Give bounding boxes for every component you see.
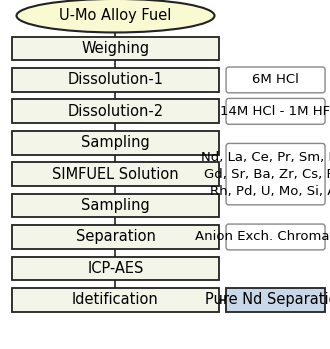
- FancyBboxPatch shape: [226, 98, 325, 124]
- Text: Dissolution-1: Dissolution-1: [68, 73, 163, 87]
- FancyBboxPatch shape: [12, 68, 219, 92]
- Text: U-Mo Alloy Fuel: U-Mo Alloy Fuel: [59, 8, 172, 23]
- FancyBboxPatch shape: [226, 67, 325, 93]
- FancyBboxPatch shape: [12, 131, 219, 155]
- FancyBboxPatch shape: [12, 225, 219, 249]
- Text: Weighing: Weighing: [82, 41, 149, 56]
- Text: Anion Exch. Chromatog.: Anion Exch. Chromatog.: [195, 230, 330, 244]
- Text: 6M HCl: 6M HCl: [252, 73, 299, 87]
- FancyBboxPatch shape: [226, 224, 325, 250]
- Ellipse shape: [16, 0, 214, 32]
- FancyBboxPatch shape: [12, 99, 219, 123]
- Text: Nd, La, Ce, Pr, Sm, Eu,
Gd, Sr, Ba, Zr, Cs, Ru,
Rh, Pd, U, Mo, Si, Al: Nd, La, Ce, Pr, Sm, Eu, Gd, Sr, Ba, Zr, …: [201, 151, 330, 198]
- Text: Idetification: Idetification: [72, 292, 159, 307]
- FancyBboxPatch shape: [12, 288, 219, 312]
- Text: Pure Nd Separation: Pure Nd Separation: [205, 292, 330, 307]
- FancyBboxPatch shape: [12, 194, 219, 217]
- Text: ICP-AES: ICP-AES: [87, 261, 144, 276]
- Text: Separation: Separation: [76, 230, 155, 244]
- Text: Sampling: Sampling: [81, 135, 150, 150]
- FancyBboxPatch shape: [12, 37, 219, 60]
- Text: SIMFUEL Solution: SIMFUEL Solution: [52, 167, 179, 181]
- Text: 14M HCl - 1M HF: 14M HCl - 1M HF: [220, 105, 330, 118]
- Text: Dissolution-2: Dissolution-2: [67, 104, 164, 119]
- FancyBboxPatch shape: [226, 288, 325, 312]
- FancyBboxPatch shape: [226, 143, 325, 205]
- FancyBboxPatch shape: [12, 162, 219, 186]
- Text: Sampling: Sampling: [81, 198, 150, 213]
- FancyBboxPatch shape: [12, 257, 219, 280]
